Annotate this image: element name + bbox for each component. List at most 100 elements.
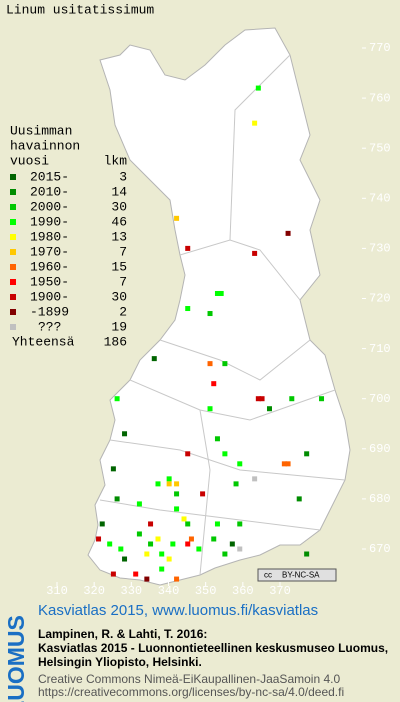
license-badge-text: BY-NC-SA [282, 571, 320, 580]
grid-square [207, 406, 213, 412]
legend-label: 1950- [30, 274, 69, 289]
x-tick-label: 370 [269, 584, 291, 598]
grid-square [185, 451, 191, 457]
legend-swatch [10, 219, 16, 225]
y-tick-label: 750 [369, 141, 391, 155]
grid-square [159, 551, 165, 557]
legend-count: 15 [111, 259, 127, 274]
grid-square [174, 506, 180, 512]
grid-square [174, 215, 180, 221]
grid-square [214, 290, 220, 296]
grid-square [110, 571, 116, 577]
legend-title: Uusimman [10, 123, 72, 138]
legend-count: 30 [111, 289, 127, 304]
grid-square [285, 230, 291, 236]
grid-square [151, 356, 157, 362]
grid-square [237, 521, 243, 527]
grid-square [289, 396, 295, 402]
legend-count: 7 [119, 244, 127, 259]
grid-square [218, 290, 224, 296]
y-tick-label: 740 [369, 191, 391, 205]
legend-swatch [10, 309, 16, 315]
grid-square [170, 541, 176, 547]
grid-square [222, 551, 228, 557]
grid-square [185, 306, 191, 312]
legend-label: 1960- [30, 259, 69, 274]
legend-count: 2 [119, 304, 127, 319]
x-tick-label: 360 [232, 584, 254, 598]
legend-label: -1899 [30, 304, 69, 319]
x-tick-label: 330 [121, 584, 143, 598]
legend-count: 30 [111, 199, 127, 214]
grid-square [148, 521, 154, 527]
legend-label: 1980- [30, 229, 69, 244]
grid-square [99, 521, 105, 527]
grid-square [200, 491, 206, 497]
y-tick-label: 760 [369, 91, 391, 105]
citation: Helsingin Yliopisto, Helsinki. [38, 655, 202, 669]
legend-label: 2010- [30, 184, 69, 199]
y-tick-label: 730 [369, 242, 391, 256]
y-tick-label: 720 [369, 292, 391, 306]
legend-swatch [10, 204, 16, 210]
citation: Kasviatlas 2015 - Luonnontieteellinen ke… [38, 641, 388, 655]
grid-square [185, 245, 191, 251]
grid-square [181, 516, 187, 522]
grid-square [207, 311, 213, 317]
license-text: https://creativecommons.org/licenses/by-… [38, 685, 344, 699]
legend-count: 14 [111, 184, 127, 199]
legend-swatch [10, 324, 16, 330]
legend-swatch [10, 264, 16, 270]
legend-swatch [10, 279, 16, 285]
grid-square [166, 481, 172, 487]
legend-label: 1900- [30, 289, 69, 304]
legend-swatch [10, 294, 16, 300]
grid-square [107, 541, 113, 547]
grid-square [159, 566, 165, 572]
x-tick-label: 340 [158, 584, 180, 598]
grid-square [188, 536, 194, 542]
grid-square [174, 481, 180, 487]
grid-square [166, 556, 172, 562]
legend-title: vuosi [10, 153, 49, 168]
y-tick-label: 670 [369, 542, 391, 556]
grid-square [136, 501, 142, 507]
region-borders [99, 54, 346, 576]
x-tick-label: 320 [83, 584, 105, 598]
grid-square [233, 481, 239, 487]
legend-count: 7 [119, 274, 127, 289]
legend-label: 1970- [30, 244, 69, 259]
grid-square [155, 536, 161, 542]
grid-square [252, 476, 258, 482]
y-tick-label: 700 [369, 392, 391, 406]
grid-square [237, 546, 243, 552]
grid-square [174, 576, 180, 582]
grid-square [214, 521, 220, 527]
logo: LUOMUS [3, 615, 29, 702]
map-title: Linum usitatissimum [6, 2, 154, 17]
legend-count: 46 [111, 214, 127, 229]
grid-square [304, 451, 310, 457]
grid-square [144, 576, 150, 582]
grid-square [148, 541, 154, 547]
grid-square [296, 496, 302, 502]
grid-square [319, 396, 325, 402]
grid-square [229, 541, 235, 547]
grid-square [252, 120, 258, 126]
grid-square [114, 396, 120, 402]
y-tick-label: 680 [369, 492, 391, 506]
grid-square [96, 536, 102, 542]
y-tick-label: 770 [369, 41, 391, 55]
grid-square [304, 551, 310, 557]
legend-total-label: Yhteensä [12, 334, 75, 349]
grid-square [196, 546, 202, 552]
grid-square [174, 491, 180, 497]
grid-square [144, 551, 150, 557]
legend-swatch [10, 174, 16, 180]
legend-swatch [10, 189, 16, 195]
legend-swatch [10, 234, 16, 240]
legend-label: ??? [38, 319, 61, 334]
y-tick-label: 690 [369, 442, 391, 456]
grid-square [114, 496, 120, 502]
